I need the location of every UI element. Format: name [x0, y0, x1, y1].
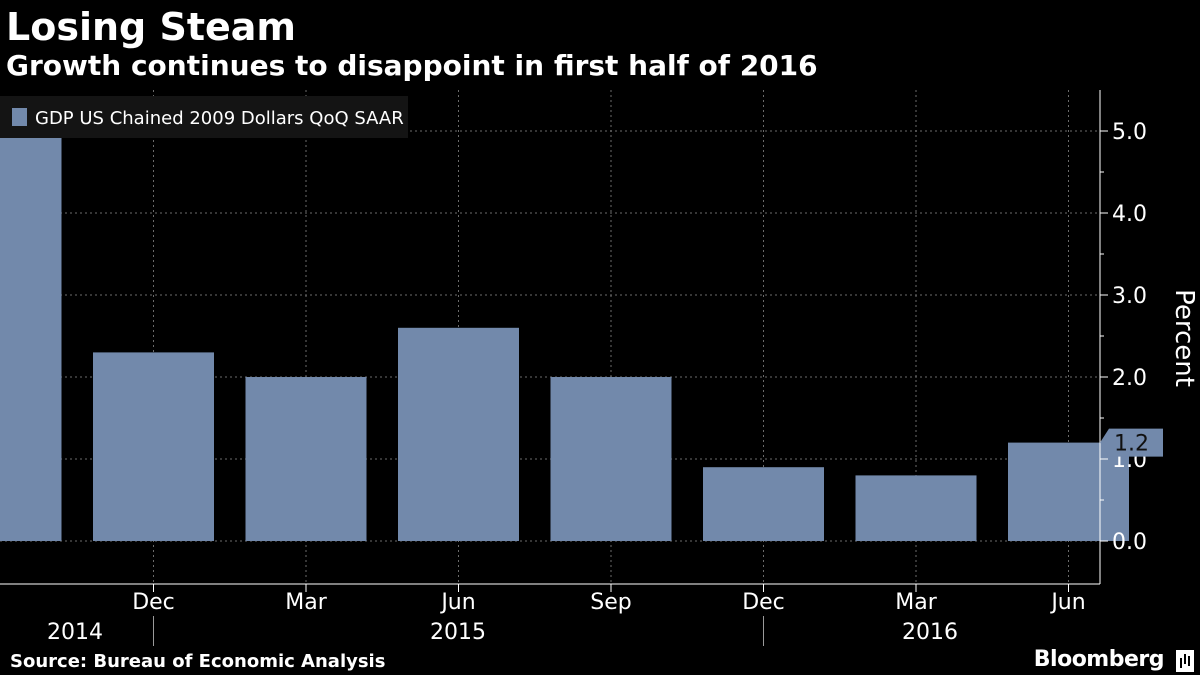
- x-tick-label: Mar: [895, 590, 937, 615]
- bar: [245, 377, 367, 541]
- bloomberg-mark-icon: [1176, 650, 1194, 672]
- y-tick-label: 3.0: [1112, 284, 1147, 309]
- x-tick-label: Jun: [439, 590, 475, 615]
- bar: [703, 467, 824, 541]
- y-tick-label: 4.0: [1112, 202, 1147, 227]
- legend-box: [0, 96, 408, 138]
- year-label: 2015: [430, 620, 486, 645]
- year-label: 2016: [902, 620, 958, 645]
- source-note: Source: Bureau of Economic Analysis: [10, 651, 386, 672]
- y-tick-label: 5.0: [1112, 120, 1147, 145]
- bar: [398, 327, 519, 541]
- x-tick-label: Jun: [1049, 590, 1085, 615]
- bar: [0, 131, 62, 541]
- x-tick-label: Dec: [132, 590, 175, 615]
- bar: [855, 475, 977, 541]
- last-value-label: 1.2: [1114, 432, 1149, 457]
- year-label: 2014: [47, 620, 103, 645]
- legend-label: GDP US Chained 2009 Dollars QoQ SAAR: [35, 108, 404, 129]
- chart-title: Losing Steam: [6, 5, 296, 49]
- x-tick-label: Sep: [590, 590, 631, 615]
- last-value-badge: [1100, 428, 1163, 457]
- brand-logo: Bloomberg: [1033, 647, 1165, 672]
- y-tick-label: 0.0: [1112, 530, 1147, 555]
- x-tick-label: Dec: [742, 590, 785, 615]
- chart-subtitle: Growth continues to disappoint in first …: [6, 49, 818, 82]
- bar: [93, 352, 214, 541]
- bar: [550, 377, 672, 541]
- x-tick-label: Mar: [285, 590, 327, 615]
- bars: [0, 131, 1129, 541]
- legend-swatch: [12, 108, 27, 126]
- legend: GDP US Chained 2009 Dollars QoQ SAAR: [0, 96, 408, 138]
- bar: [1008, 442, 1129, 541]
- y-tick-label: 2.0: [1112, 366, 1147, 391]
- y-axis-title: Percent: [1169, 289, 1199, 387]
